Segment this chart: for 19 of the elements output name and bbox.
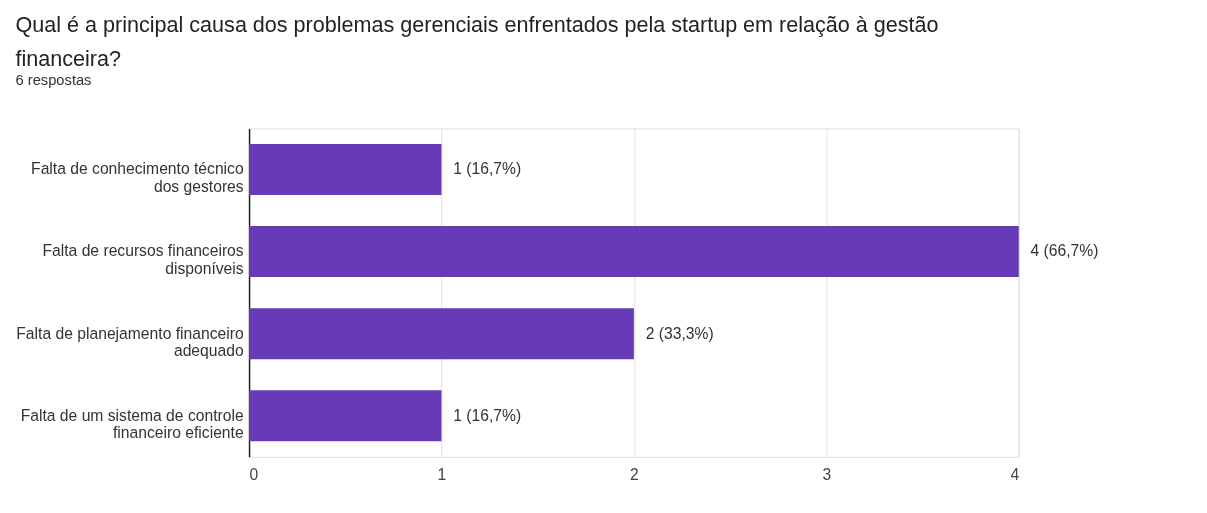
x-tick-label: 1 — [437, 465, 447, 483]
y-tick-label: Falta de um sistema de controle financeiro eficiente — [20, 406, 244, 442]
text: 6 respostas — [15, 72, 92, 89]
y-tick-label: Falta de planejamento financeiro adequado — [16, 324, 244, 360]
y-tick-label: Falta de conhecimento técnico dos gestores — [31, 160, 244, 195]
y-tick-label: Falta de recursos financeiros disponíveis — [42, 242, 244, 278]
data-label: 1 (16,7%) — [453, 160, 522, 178]
x-tick-label: 0 — [249, 465, 259, 483]
data-label: 4 (66,7%) — [1030, 242, 1099, 260]
chart-title: Qual é a principal causa dos problemas gerenciais enfrentados pela startup em relação à gestão financeira? — [15, 12, 939, 71]
x-tick-label: 2 — [630, 465, 639, 483]
bar — [249, 390, 442, 442]
x-tick-label: 4 — [1010, 465, 1020, 483]
data-label: 1 (16,7%) — [453, 406, 522, 424]
bar — [249, 308, 634, 360]
bar — [249, 143, 442, 195]
bar — [249, 226, 1019, 278]
data-label: 2 (33,3%) — [645, 324, 714, 342]
x-tick-label: 3 — [822, 465, 832, 483]
